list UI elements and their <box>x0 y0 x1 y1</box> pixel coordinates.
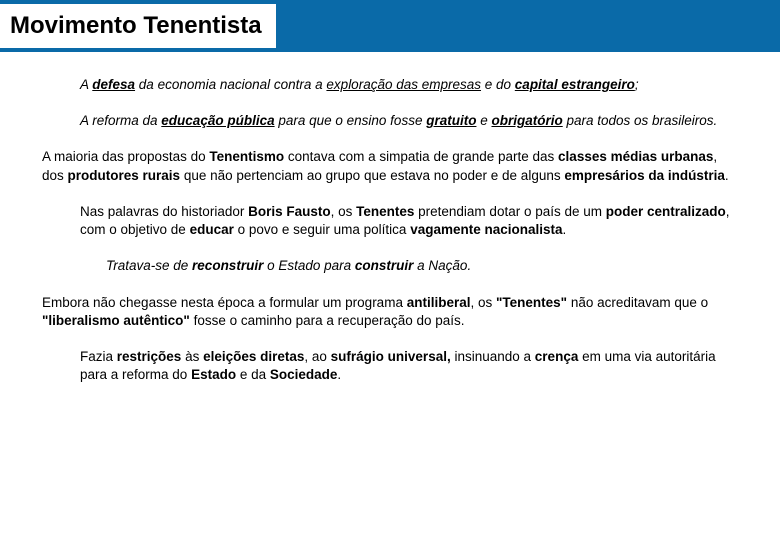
text-run: . <box>725 168 729 183</box>
text-run: e <box>476 113 491 128</box>
paragraph: Fazia restrições às eleições diretas, ao… <box>80 348 738 384</box>
text-run: às <box>181 349 203 364</box>
text-run: restrições <box>117 349 182 364</box>
text-run: "liberalismo autêntico" <box>42 313 190 328</box>
text-run: , os <box>470 295 496 310</box>
text-run: capital estrangeiro <box>515 77 635 92</box>
text-run: Tratava-se de <box>106 258 192 273</box>
text-run: construir <box>355 258 414 273</box>
text-run: a Nação. <box>413 258 471 273</box>
text-run: Sociedade <box>270 367 338 382</box>
text-run: defesa <box>92 77 135 92</box>
paragraph: A defesa da economia nacional contra a e… <box>80 76 738 94</box>
text-run: educar <box>190 222 234 237</box>
text-run: Fazia <box>80 349 117 364</box>
paragraph: A maioria das propostas do Tenentismo co… <box>42 148 738 184</box>
text-run: crença <box>535 349 579 364</box>
text-run: , os <box>331 204 357 219</box>
text-run: . <box>563 222 567 237</box>
text-run: . <box>337 367 341 382</box>
text-run: obrigatório <box>491 113 562 128</box>
text-run: gratuito <box>426 113 476 128</box>
text-run: que não pertenciam ao grupo que estava n… <box>180 168 564 183</box>
text-run: empresários da indústria <box>564 168 725 183</box>
text-run: "Tenentes" <box>496 295 567 310</box>
text-run: o Estado para <box>263 258 355 273</box>
text-run: contava com a simpatia de grande parte d… <box>284 149 558 164</box>
text-run: Embora não chegasse nesta época a formul… <box>42 295 407 310</box>
text-run: produtores rurais <box>68 168 181 183</box>
text-run: Estado <box>191 367 236 382</box>
text-run: pretendiam dotar o país de um <box>414 204 605 219</box>
text-run: para que o ensino fosse <box>275 113 427 128</box>
text-run: exploração das empresas <box>326 77 481 92</box>
text-run: A maioria das propostas do <box>42 149 209 164</box>
text-run: fosse o caminho para a recuperação do pa… <box>190 313 465 328</box>
text-run: e do <box>481 77 515 92</box>
text-run: eleições diretas <box>203 349 304 364</box>
text-run: insinuando a <box>451 349 535 364</box>
text-run: , ao <box>304 349 330 364</box>
paragraph: Embora não chegasse nesta época a formul… <box>42 294 738 330</box>
text-run: Boris Fausto <box>248 204 331 219</box>
text-run: A <box>80 77 92 92</box>
header-bar: Movimento Tenentista <box>0 0 780 52</box>
text-run: o povo e seguir uma política <box>234 222 410 237</box>
paragraph: Nas palavras do historiador Boris Fausto… <box>80 203 738 239</box>
text-run: Tenentismo <box>209 149 284 164</box>
text-run: reconstruir <box>192 258 263 273</box>
text-run: da economia nacional contra a <box>135 77 326 92</box>
text-run: e da <box>236 367 270 382</box>
slide-content: A defesa da economia nacional contra a e… <box>0 52 780 422</box>
slide-title: Movimento Tenentista <box>0 4 276 48</box>
paragraph: Tratava-se de reconstruir o Estado para … <box>106 257 738 275</box>
text-run: poder centralizado <box>606 204 726 219</box>
text-run: não acreditavam que o <box>567 295 708 310</box>
text-run: educação pública <box>161 113 274 128</box>
text-run: classes médias urbanas <box>558 149 713 164</box>
text-run: Tenentes <box>356 204 414 219</box>
text-run: para todos os brasileiros. <box>563 113 718 128</box>
paragraph: A reforma da educação pública para que o… <box>80 112 738 130</box>
text-run: antiliberal <box>407 295 471 310</box>
text-run: Nas palavras do historiador <box>80 204 248 219</box>
text-run: A reforma da <box>80 113 161 128</box>
text-run: ; <box>635 77 639 92</box>
text-run: vagamente nacionalista <box>410 222 562 237</box>
text-run: sufrágio universal, <box>331 349 451 364</box>
